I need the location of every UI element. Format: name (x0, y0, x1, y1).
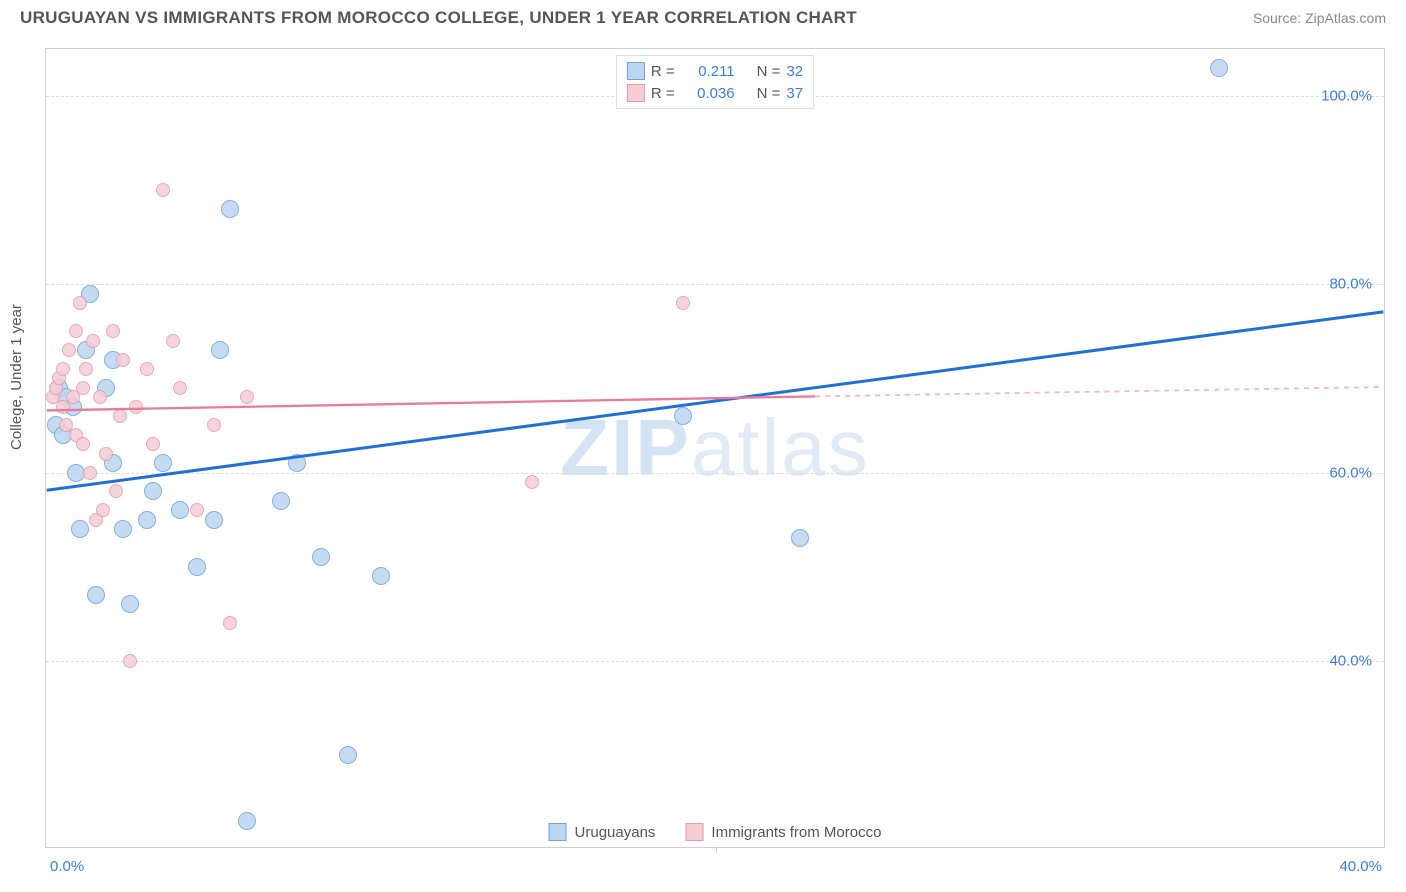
scatter-point (114, 520, 132, 538)
legend-swatch (685, 823, 703, 841)
scatter-point (71, 520, 89, 538)
scatter-point (188, 558, 206, 576)
scatter-point (93, 390, 107, 404)
scatter-point (138, 511, 156, 529)
scatter-point (140, 362, 154, 376)
legend-swatch (627, 62, 645, 80)
legend-r-label: R = (651, 63, 675, 80)
scatter-point (173, 381, 187, 395)
scatter-point (240, 390, 254, 404)
scatter-point (372, 567, 390, 585)
scatter-point (109, 484, 123, 498)
legend-n-label: N = (757, 63, 781, 80)
legend-row: R = 0.211 N = 32 (627, 60, 803, 82)
legend-n-value: 32 (786, 63, 803, 80)
scatter-point (223, 616, 237, 630)
scatter-point (69, 324, 83, 338)
legend-r-label: R = (651, 85, 675, 102)
scatter-point (116, 353, 130, 367)
y-tick-label: 80.0% (1329, 276, 1372, 293)
source-prefix: Source: (1253, 10, 1305, 26)
chart-title: URUGUAYAN VS IMMIGRANTS FROM MOROCCO COL… (20, 8, 857, 28)
scatter-point (272, 492, 290, 510)
chart-area: ZIPatlas 40.0%60.0%80.0%100.0% R =0.211N… (45, 48, 1385, 848)
scatter-point (76, 437, 90, 451)
legend-series-label: Immigrants from Morocco (711, 824, 881, 841)
scatter-point (674, 407, 692, 425)
gridline (46, 284, 1384, 285)
scatter-point (238, 812, 256, 830)
scatter-point (123, 654, 137, 668)
scatter-point (121, 595, 139, 613)
scatter-point (525, 475, 539, 489)
scatter-point (221, 200, 239, 218)
y-axis-label: College, Under 1 year (8, 304, 25, 450)
source-label: Source: ZipAtlas.com (1253, 10, 1386, 26)
scatter-point (146, 437, 160, 451)
scatter-point (73, 296, 87, 310)
legend-swatch (549, 823, 567, 841)
scatter-point (166, 334, 180, 348)
scatter-point (171, 501, 189, 519)
legend-series: Uruguayans Immigrants from Morocco (549, 823, 882, 841)
scatter-point (791, 529, 809, 547)
scatter-point (207, 418, 221, 432)
scatter-point (62, 343, 76, 357)
legend-r-value: 0.211 (681, 63, 735, 80)
legend-n-value: 37 (786, 85, 803, 102)
x-tick-label: 0.0% (50, 858, 84, 875)
scatter-point (113, 409, 127, 423)
scatter-point (86, 334, 100, 348)
scatter-point (129, 400, 143, 414)
scatter-point (190, 503, 204, 517)
scatter-point (205, 511, 223, 529)
legend-series-label: Uruguayans (575, 824, 656, 841)
legend-series-item: Immigrants from Morocco (685, 823, 881, 841)
scatter-point (96, 503, 110, 517)
x-minor-tick (716, 847, 717, 853)
legend-n-label: N = (757, 85, 781, 102)
scatter-point (144, 482, 162, 500)
gridline (46, 661, 1384, 662)
scatter-point (106, 324, 120, 338)
scatter-point (154, 454, 172, 472)
legend-series-item: Uruguayans (549, 823, 656, 841)
scatter-point (312, 548, 330, 566)
scatter-point (87, 586, 105, 604)
legend-row: R = 0.036 N = 37 (627, 82, 803, 104)
scatter-point (83, 466, 97, 480)
y-tick-label: 60.0% (1329, 464, 1372, 481)
y-tick-label: 100.0% (1321, 88, 1372, 105)
source-link[interactable]: ZipAtlas.com (1305, 10, 1386, 26)
scatter-point (339, 746, 357, 764)
legend-swatch (627, 84, 645, 102)
scatter-point (99, 447, 113, 461)
x-tick-label: 40.0% (1339, 858, 1382, 875)
plot-region: 40.0% 60.0% 80.0% 100.0% (46, 49, 1384, 847)
scatter-point (79, 362, 93, 376)
scatter-point (211, 341, 229, 359)
gridline (46, 473, 1384, 474)
scatter-point (676, 296, 690, 310)
y-tick-label: 40.0% (1329, 652, 1372, 669)
scatter-point (156, 183, 170, 197)
scatter-point (56, 362, 70, 376)
scatter-point (288, 454, 306, 472)
scatter-point (76, 381, 90, 395)
scatter-point (1210, 59, 1228, 77)
legend-correlation-box: R = 0.211 N = 32 R = 0.036 N = 37 (616, 55, 814, 109)
legend-r-value: 0.036 (681, 85, 735, 102)
